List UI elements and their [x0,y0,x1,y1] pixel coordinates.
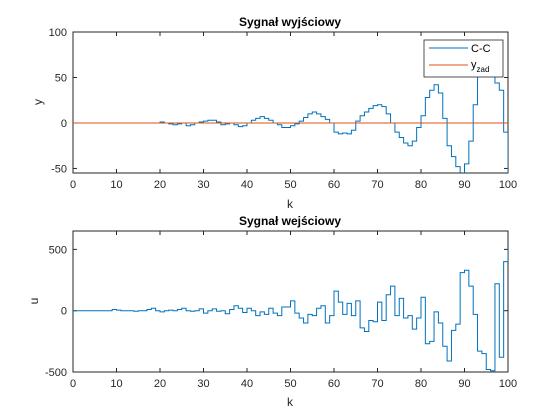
y-tick-label: 500 [49,244,67,256]
series-line-input-0 [73,249,508,372]
x-ticks-input: 0 10 20 30 40 50 60 70 80 90 100 [70,231,517,390]
series-line-output-0 [73,60,508,173]
x-tick-label: 0 [70,378,76,390]
y-axis-label-output: y [31,99,45,105]
x-tick-label: 10 [110,378,122,390]
x-tick-label: 10 [110,179,122,191]
y-ticks-output: -50 0 50 100 [49,27,508,175]
x-tick-label: 40 [241,179,253,191]
x-tick-label: 40 [241,378,253,390]
legend-entry-yzad-main: y [471,59,477,71]
y-tick-label: 0 [61,306,67,318]
x-tick-label: 50 [284,179,296,191]
legend: C-C yzad [423,39,504,78]
x-axis-label-input: k [287,395,294,409]
x-tick-label: 20 [154,378,166,390]
y-tick-label: -500 [45,367,67,379]
y-tick-label: 100 [49,27,67,39]
y-tick-label: -50 [51,163,67,175]
y-axis-label-input: u [27,298,41,305]
legend-entry-cc: C-C [471,43,491,55]
x-tick-label: 70 [371,179,383,191]
x-tick-label: 80 [415,179,427,191]
x-tick-label: 60 [328,378,340,390]
x-ticks-output: 0 10 20 30 40 50 60 70 80 90 100 [70,32,517,191]
x-tick-label: 90 [458,179,470,191]
x-tick-label: 60 [328,179,340,191]
legend-box [423,39,504,78]
x-tick-label: 0 [70,179,76,191]
x-tick-label: 30 [197,378,209,390]
legend-entry-yzad-sub: zad [477,65,490,74]
y-ticks-input: -500 0 500 [45,244,508,379]
x-tick-label: 30 [197,179,209,191]
chart-title-input: Sygnał wejściowy [239,214,341,228]
x-tick-label: 70 [371,378,383,390]
x-axis-label-output: k [287,197,294,211]
x-tick-label: 100 [499,179,517,191]
x-tick-label: 100 [499,378,517,390]
y-tick-label: 50 [55,72,67,84]
x-tick-label: 90 [458,378,470,390]
axes-output: Sygnał wyjściowy k y 0 10 20 30 40 50 60 70 80 90… [31,15,517,211]
x-tick-label: 50 [284,378,296,390]
series-input [73,249,508,372]
x-tick-label: 20 [154,179,166,191]
x-tick-label: 80 [415,378,427,390]
chart-title-output: Sygnał wyjściowy [239,15,341,29]
axes-input: Sygnał wejściowy k u 0 10 20 30 40 50 60 70 80 90… [27,214,517,409]
series-output [73,60,508,173]
legend-entry-yzad: yzad [471,59,489,74]
y-tick-label: 0 [61,118,67,130]
